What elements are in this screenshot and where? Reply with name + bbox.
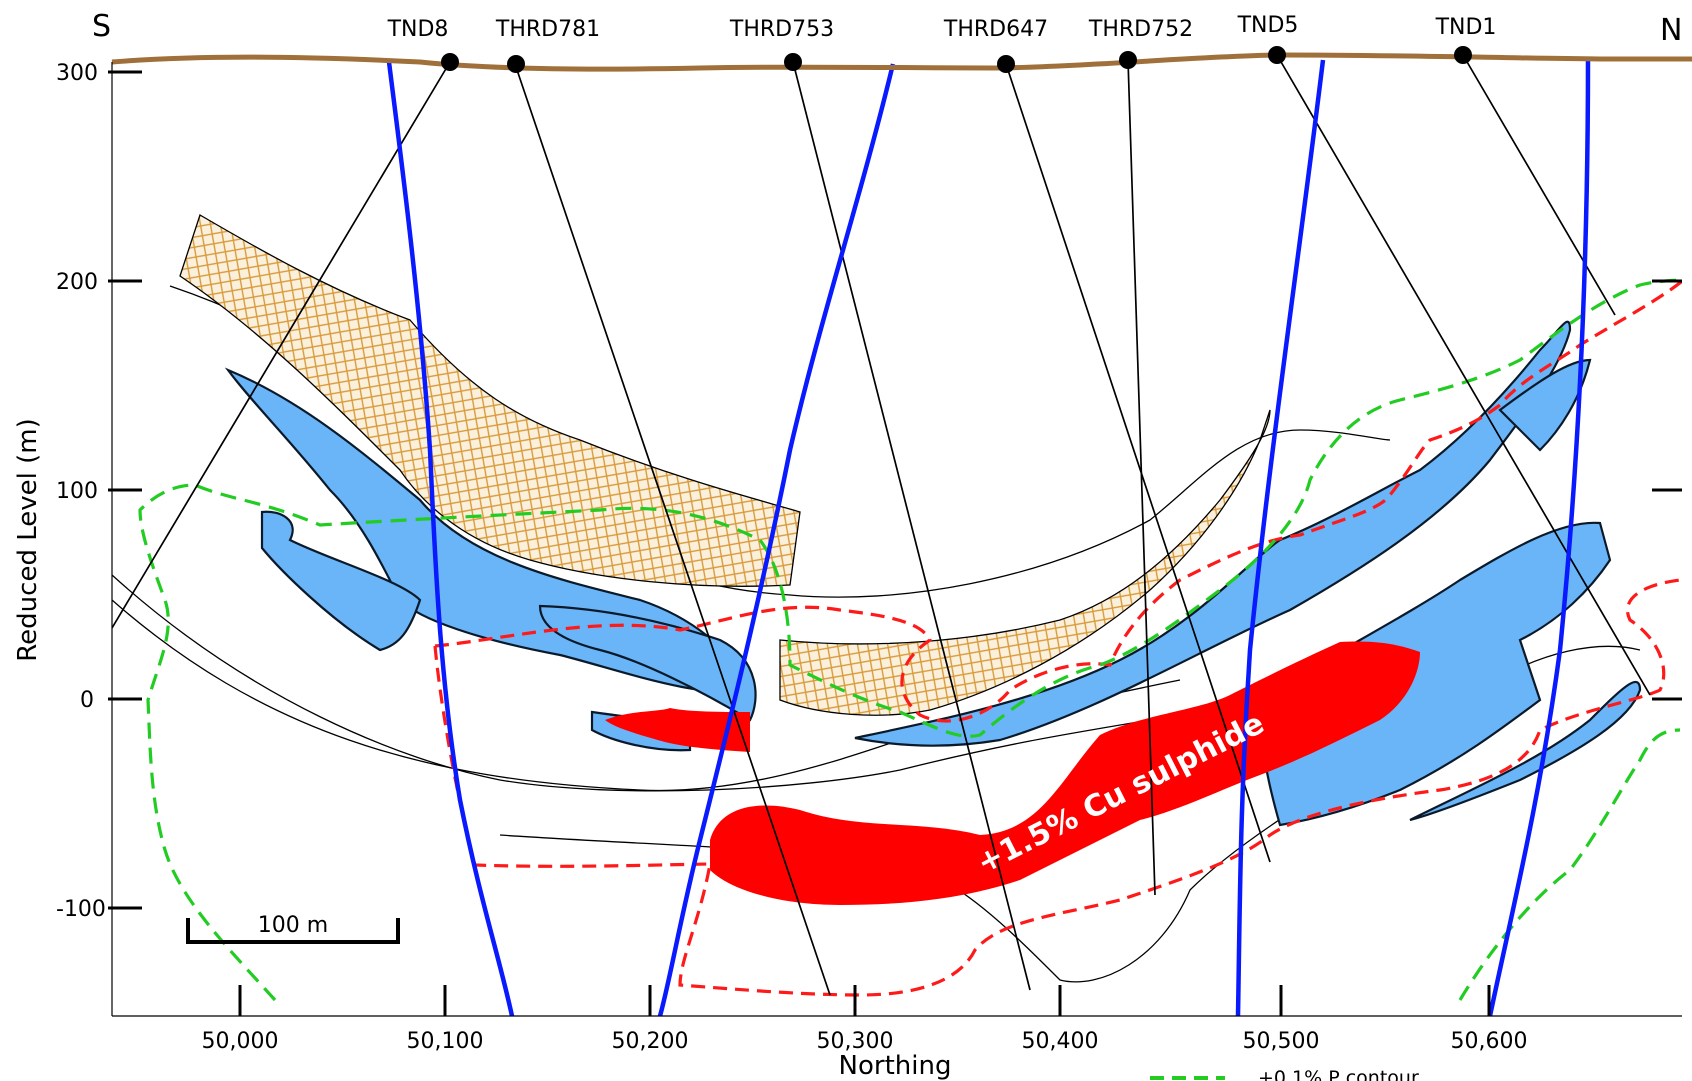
plot-frame: [111, 62, 1682, 1017]
hole-label-thrd647: THRD647: [943, 17, 1048, 42]
x-tick-label-50000: 50,000: [202, 1029, 279, 1054]
drill-traces: [112, 54, 1651, 996]
x-tick-label-50300: 50,300: [817, 1029, 894, 1054]
y-tick-label-200: 200: [56, 270, 98, 295]
cu-grade-contour: [433, 279, 1682, 997]
hatched-unit: [179, 214, 1271, 716]
hole-label-tnd1: TND1: [1435, 15, 1497, 40]
x-axis-tick-labels: 50,000 50,100 50,200 50,300 50,400 50,50…: [202, 1029, 1528, 1054]
scale-bar-label: 100 m: [258, 913, 328, 938]
y-axis-tick-labels: 300 200 100 0 -100: [56, 61, 106, 922]
y-tick-label-0: 0: [80, 688, 94, 713]
y-tick-label-minus-100: -100: [56, 897, 106, 922]
y-tick-label-300: 300: [56, 61, 98, 86]
legend-p-contour-label: +0.1% P contour: [1258, 1067, 1419, 1081]
p-contour: [138, 278, 1682, 1002]
hole-label-thrd781: THRD781: [495, 17, 600, 42]
x-tick-label-50400: 50,400: [1022, 1029, 1099, 1054]
x-tick-label-50100: 50,100: [407, 1029, 484, 1054]
topographic-surface: [111, 52, 1692, 72]
x-tick-label-50500: 50,500: [1243, 1029, 1320, 1054]
cu-sulphide-ore-bodies: [605, 641, 1420, 905]
collar-markers: [441, 46, 1472, 73]
x-tick-label-50200: 50,200: [612, 1029, 689, 1054]
y-tick-label-100: 100: [56, 479, 98, 504]
scale-bar: 100 m: [186, 913, 400, 944]
faults: [386, 57, 1591, 1016]
legend: +0.1% P contour: [1150, 1067, 1419, 1081]
x-tick-label-50600: 50,600: [1451, 1029, 1528, 1054]
y-axis-title: Reduced Level (m): [13, 418, 43, 661]
hole-label-thrd752: THRD752: [1088, 17, 1193, 42]
hole-label-tnd8: TND8: [387, 17, 449, 42]
x-axis-title: Northing: [839, 1051, 952, 1081]
hole-label-tnd5: TND5: [1237, 13, 1299, 38]
y-axis: [108, 70, 1682, 910]
north-label: N: [1660, 13, 1682, 48]
drill-hole-labels: TND8 THRD781 THRD753 THRD647 THRD752 TND…: [387, 13, 1497, 42]
hole-label-thrd753: THRD753: [729, 17, 834, 42]
x-axis: [238, 985, 1491, 1016]
south-label: S: [92, 9, 111, 44]
